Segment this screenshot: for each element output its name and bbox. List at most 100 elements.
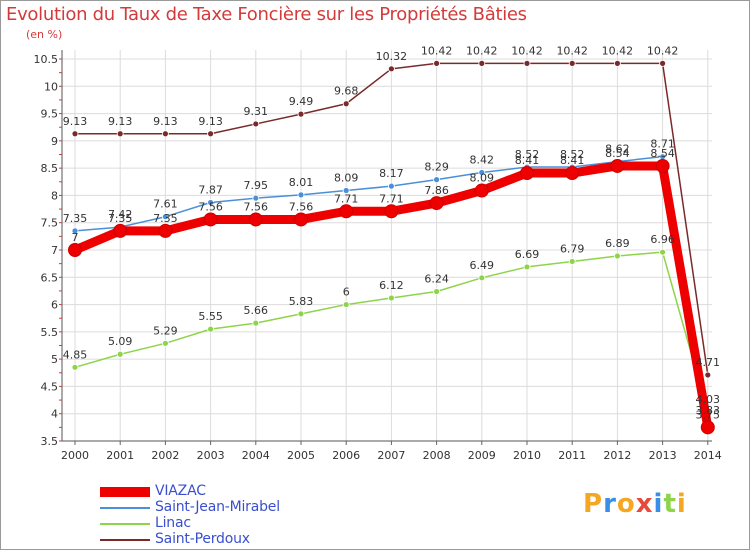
data-label-saint-jean-mirabel: 8.42 [470, 154, 495, 167]
x-tick-label: 2013 [649, 449, 677, 462]
data-label-viazac: 7.71 [334, 192, 359, 205]
y-tick-label: 7.5 [41, 217, 59, 230]
data-point-linac [387, 294, 395, 302]
data-label-linac: 6.12 [379, 279, 404, 292]
data-point-saint-perdoux [568, 59, 576, 67]
y-tick-label: 6.5 [41, 271, 59, 284]
x-tick-label: 2005 [287, 449, 315, 462]
data-label-saint-perdoux: 9.68 [334, 85, 359, 98]
y-tick-label: 9 [51, 135, 58, 148]
data-point-viazac [565, 166, 580, 181]
data-point-linac [161, 339, 169, 347]
data-point-linac [116, 350, 124, 358]
data-point-saint-perdoux [252, 120, 260, 128]
y-tick-label: 3.5 [41, 435, 59, 448]
legend-swatch-linac [100, 523, 150, 525]
data-point-saint-jean-mirabel [342, 187, 350, 194]
legend-item-linac: Linac [100, 515, 360, 532]
y-tick-label: 7 [51, 244, 58, 257]
data-label-viazac: 8.41 [560, 154, 585, 167]
x-tick-label: 2011 [558, 449, 586, 462]
data-point-viazac [474, 183, 489, 198]
data-point-linac [433, 288, 441, 295]
data-label-viazac: 7.86 [424, 184, 449, 197]
data-label-viazac: 8.09 [470, 172, 495, 185]
data-label-layer: 9.13 9.13 9.13 9.13 9.31 9.49 9.68 10.32 10.42 10… [63, 44, 720, 421]
x-tick-label: 2009 [468, 449, 496, 462]
y-tick-label: 8.5 [41, 162, 59, 175]
x-tick-label: 2004 [242, 449, 270, 462]
data-point-saint-perdoux [523, 59, 531, 67]
data-point-saint-perdoux [478, 59, 486, 67]
chart-title: Evolution du Taux de Taxe Foncière sur l… [6, 4, 527, 25]
data-label-viazac: 3.75 [696, 408, 721, 421]
data-point-saint-perdoux [297, 110, 305, 118]
data-point-viazac [610, 158, 625, 173]
data-point-linac [659, 248, 666, 256]
y-tick-label: 4 [51, 408, 58, 421]
x-tick-label: 2006 [332, 449, 360, 462]
logo-letter: i [676, 489, 687, 519]
data-label-linac: 6.49 [470, 259, 495, 272]
data-label-saint-perdoux: 9.13 [63, 115, 88, 128]
data-point-linac [478, 274, 486, 282]
logo-letter: t [663, 489, 677, 519]
data-label-saint-perdoux: 9.13 [108, 115, 133, 128]
data-point-viazac [158, 223, 173, 238]
data-point-linac [207, 325, 215, 333]
data-label-saint-jean-mirabel: 8.17 [379, 167, 404, 180]
data-point-viazac [294, 212, 308, 227]
data-point-saint-jean-mirabel [71, 227, 79, 235]
data-label-saint-jean-mirabel: 8.29 [424, 161, 449, 174]
legend-item-saint-perdoux: Saint-Perdoux [100, 531, 360, 548]
data-point-linac [297, 310, 305, 318]
data-label-viazac: 8.54 [650, 147, 675, 160]
data-label-saint-perdoux: 9.13 [153, 115, 178, 128]
data-label-saint-jean-mirabel: 7.95 [244, 179, 269, 192]
data-label-linac: 5.09 [108, 335, 133, 348]
data-point-saint-perdoux [704, 371, 712, 379]
data-point-viazac [68, 243, 82, 257]
data-point-linac [342, 301, 350, 308]
data-point-linac [568, 258, 576, 265]
y-tick-label: 4.5 [41, 380, 59, 393]
data-point-saint-perdoux [71, 130, 79, 138]
data-label-viazac: 7.71 [379, 192, 404, 205]
y-tick-label: 8 [51, 189, 58, 202]
series-layer [68, 59, 715, 435]
data-label-saint-perdoux: 10.42 [602, 44, 634, 57]
x-tick-label: 2014 [694, 449, 722, 462]
data-label-saint-perdoux: 10.42 [421, 44, 453, 57]
legend-label-linac: Linac [155, 515, 191, 531]
data-point-saint-perdoux [614, 59, 621, 67]
data-label-viazac: 7.35 [153, 212, 178, 225]
data-point-viazac [384, 204, 399, 219]
legend-swatch-viazac [100, 487, 150, 497]
axis-layer: 3.5 4 4.5 5 5.5 6 6.5 7 7.5 8 8.5 9 9.5 10 10.5 2000 200… [34, 50, 722, 462]
y-tick-label: 10 [44, 80, 58, 93]
data-label-saint-jean-mirabel: 8.01 [289, 176, 314, 189]
data-point-saint-perdoux [116, 130, 124, 138]
x-tick-label: 2012 [603, 449, 631, 462]
data-point-viazac [520, 166, 534, 181]
data-label-linac: 5.29 [153, 324, 178, 337]
data-point-saint-perdoux [433, 59, 441, 67]
data-point-linac [614, 252, 621, 260]
legend-swatch-saint-jean-mirabel [100, 507, 150, 509]
data-point-viazac [113, 223, 128, 238]
data-label-saint-perdoux: 10.42 [556, 44, 588, 57]
data-label-linac: 6.89 [605, 237, 630, 250]
data-label-saint-jean-mirabel: 7.42 [108, 208, 133, 221]
data-label-saint-jean-mirabel: 8.09 [334, 172, 359, 185]
data-label-saint-perdoux: 10.42 [466, 44, 498, 57]
data-label-saint-perdoux: 4.71 [696, 356, 721, 369]
legend-label-viazac: VIAZAC [155, 483, 206, 499]
data-label-saint-perdoux: 9.49 [289, 95, 314, 108]
plot-area [62, 50, 712, 441]
y-tick-label: 9.5 [41, 108, 59, 121]
legend-swatch-saint-perdoux [100, 539, 150, 541]
grid-layer [62, 50, 712, 442]
data-label-viazac: 7.35 [108, 212, 133, 225]
x-tick-label: 2007 [377, 449, 405, 462]
